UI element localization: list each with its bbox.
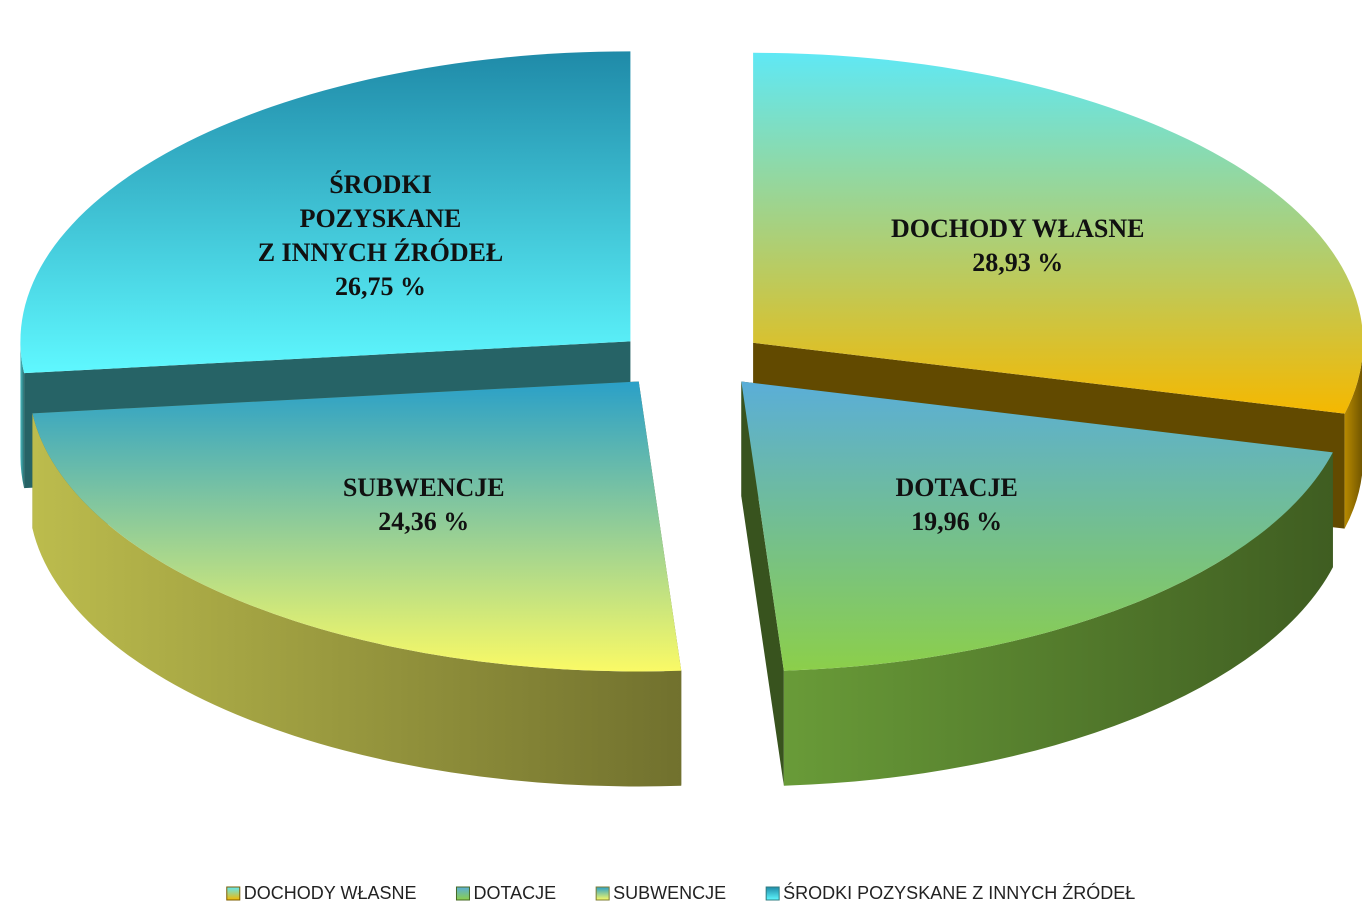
- slice: [753, 52, 1362, 414]
- legend-item: DOCHODY WŁASNE: [226, 883, 417, 903]
- slice-side: [1344, 360, 1362, 529]
- slice-label: ŚRODKI POZYSKANE Z INNYCH ŹRÓDEŁ: [258, 170, 504, 267]
- slice-side: [783, 452, 1333, 786]
- legend-item: DOTACJE: [455, 883, 556, 903]
- legend-swatch: [455, 886, 470, 901]
- legend-swatch: [765, 886, 780, 901]
- slice-label: SUBWENCJE: [343, 473, 505, 502]
- legend-label: ŚRODKI POZYSKANE Z INNYCH ŹRÓDEŁ: [783, 882, 1135, 903]
- slice-label: DOCHODY WŁASNE: [891, 214, 1145, 243]
- legend-swatch: [595, 886, 610, 901]
- slice-value-label: 28,93 %: [972, 248, 1063, 277]
- legend-item: ŚRODKI POZYSKANE Z INNYCH ŹRÓDEŁ: [765, 882, 1135, 903]
- slice-side: [741, 381, 784, 786]
- slice: [32, 381, 682, 672]
- slice-value-label: 24,36 %: [378, 507, 469, 536]
- slice-value-label: 19,96 %: [911, 507, 1002, 536]
- legend-label: DOCHODY WŁASNE: [244, 883, 417, 903]
- slice-side: [20, 341, 25, 489]
- slice: [741, 381, 1333, 671]
- slice-label: DOTACJE: [895, 473, 1017, 502]
- slice: [20, 51, 631, 374]
- legend-item: SUBWENCJE: [595, 883, 726, 903]
- legend-label: SUBWENCJE: [613, 883, 726, 903]
- slice-value-label: 26,75 %: [335, 272, 426, 301]
- slice-side: [32, 413, 682, 787]
- legend-swatch: [226, 886, 241, 901]
- legend-label: DOTACJE: [473, 883, 556, 903]
